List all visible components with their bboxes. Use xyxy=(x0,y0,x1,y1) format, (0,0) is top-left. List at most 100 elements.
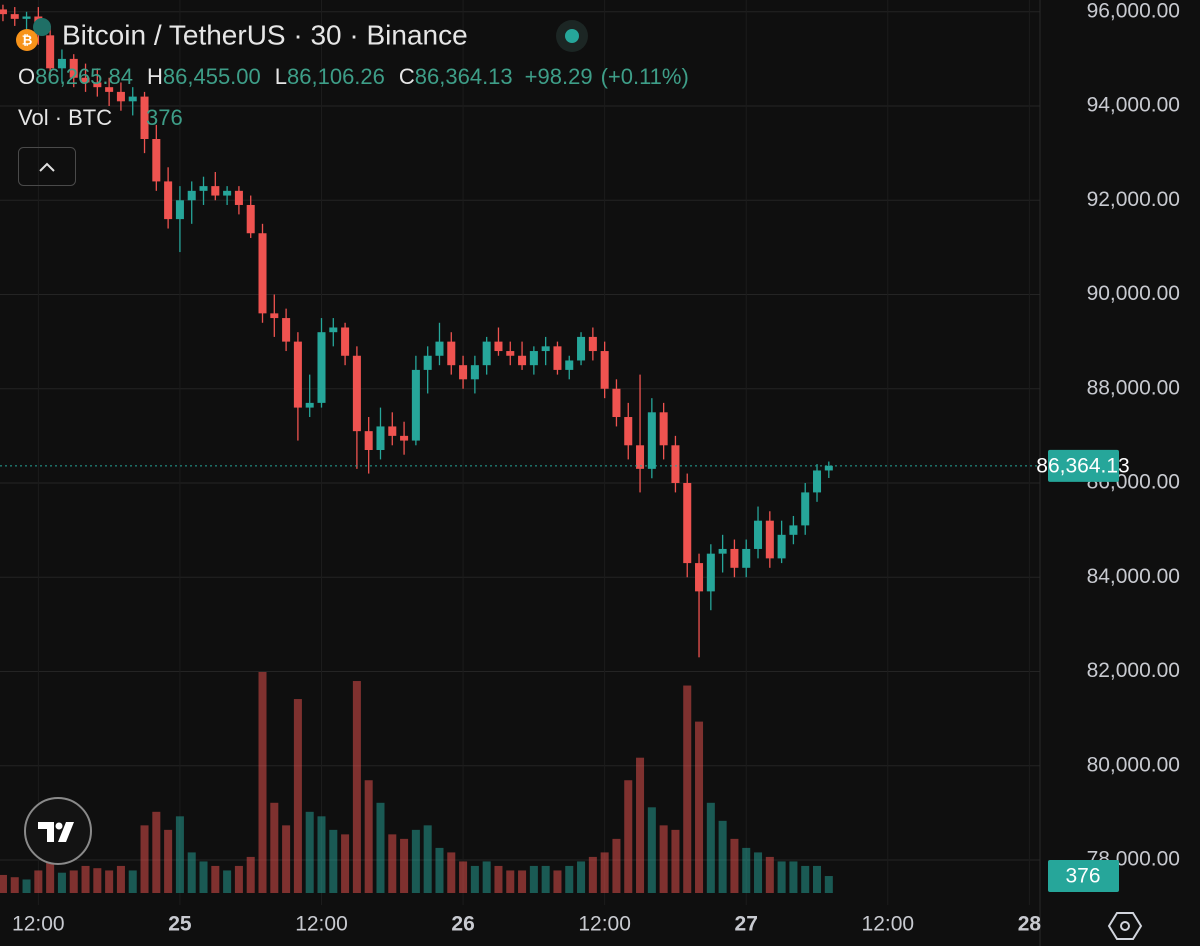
candle-body xyxy=(234,190,243,205)
candle-body xyxy=(140,96,149,140)
y-tick-label: 82,000.00 xyxy=(1087,659,1180,682)
candle-body xyxy=(388,426,397,436)
candle-body xyxy=(329,327,338,333)
candle-body xyxy=(187,190,196,201)
legend-key: L xyxy=(275,64,287,89)
candle-body xyxy=(730,548,739,568)
volume-bar xyxy=(270,802,279,893)
volume-bar xyxy=(376,802,385,893)
candle-body xyxy=(223,190,232,196)
volume-bar xyxy=(518,870,527,893)
logo-mark xyxy=(38,822,74,842)
volume-bar xyxy=(730,838,739,893)
volume-bar xyxy=(246,856,255,893)
volume-bar xyxy=(789,861,798,893)
x-tick-label: 26 xyxy=(451,913,474,936)
volume-bar xyxy=(612,838,621,893)
volume-bar xyxy=(494,865,503,893)
candle-body xyxy=(813,470,822,493)
candle-body xyxy=(164,181,173,220)
volume-bar xyxy=(329,829,338,893)
volume-bar xyxy=(164,829,173,893)
candle-body xyxy=(636,445,645,469)
volume-bar xyxy=(423,825,432,893)
legend-key: H xyxy=(147,64,163,89)
volume-bar xyxy=(553,870,562,893)
candle-body xyxy=(506,351,515,356)
candle-body xyxy=(789,525,798,535)
candle-body xyxy=(10,14,19,19)
volume-bar xyxy=(695,721,704,893)
legend-value: 86,106.26 xyxy=(287,64,385,89)
volume-bar xyxy=(211,865,220,893)
settings-hexagon xyxy=(1107,912,1143,940)
candle-body xyxy=(754,520,763,549)
candle-body xyxy=(647,412,656,469)
volume-bar xyxy=(81,865,90,893)
candle-body xyxy=(577,336,586,361)
volume-bar xyxy=(801,865,810,893)
x-tick-label: 12:00 xyxy=(578,913,631,936)
y-tick-label: 88,000.00 xyxy=(1087,376,1180,399)
candle-body xyxy=(152,139,161,182)
volume-bar xyxy=(69,870,78,893)
volume-bar xyxy=(435,847,444,893)
candle-body xyxy=(258,233,267,314)
settings-button[interactable] xyxy=(1107,912,1143,940)
candle-body xyxy=(671,445,680,483)
chevron-up xyxy=(39,162,55,172)
volume-bar xyxy=(199,861,208,893)
candle-body xyxy=(400,435,409,441)
volume-bar xyxy=(293,699,302,893)
legend-value: 86,364.13 xyxy=(415,64,513,89)
volume-bar xyxy=(305,811,314,893)
volume-bar xyxy=(411,829,420,893)
price-pane xyxy=(0,4,833,658)
grid xyxy=(0,0,1041,946)
volume-bar xyxy=(813,865,822,893)
candle-body xyxy=(624,417,633,446)
y-tick-label: 94,000.00 xyxy=(1087,94,1180,117)
candle-body xyxy=(494,341,503,352)
volume-bar xyxy=(34,870,43,893)
candle-body xyxy=(211,186,220,196)
collapse-button[interactable] xyxy=(18,147,76,186)
volume-bar xyxy=(588,856,597,893)
legend-key: C xyxy=(399,64,415,89)
candle-body xyxy=(93,82,102,88)
volume-bar xyxy=(659,825,668,893)
volume-bar xyxy=(57,872,66,893)
legend-value: 86,265.84 xyxy=(35,64,133,89)
candle-body xyxy=(683,482,692,564)
volume-bar xyxy=(187,852,196,893)
axes: 78,000.0080,000.0082,000.0084,000.0086,0… xyxy=(0,0,1180,936)
volume-bar xyxy=(671,829,680,893)
candle-body xyxy=(742,548,751,568)
legend-key: O xyxy=(18,64,35,89)
volume-bar xyxy=(765,856,774,893)
volume-bar xyxy=(683,685,692,893)
candle-body xyxy=(435,341,444,356)
candle-body xyxy=(175,200,184,220)
volume-bar xyxy=(175,816,184,893)
candle-body xyxy=(282,318,291,342)
symbol-title: Bitcoin / TetherUS · 30 · Binance xyxy=(62,19,468,50)
x-tick-label: 12:00 xyxy=(12,913,65,936)
volume-bar xyxy=(529,865,538,893)
btc-icon-glyph: ₿ xyxy=(22,32,33,47)
candle-body xyxy=(199,186,208,191)
ohlc-legend: O86,265.84 H86,455.00 L86,106.26 C86,364.13… xyxy=(18,64,689,89)
candle-body xyxy=(553,346,562,370)
volume-bar xyxy=(459,861,468,893)
tradingview-logo[interactable] xyxy=(24,797,92,865)
candle-body xyxy=(0,9,7,15)
candle-body xyxy=(128,96,137,102)
y-tick-label: 96,000.00 xyxy=(1087,0,1180,22)
candle-body xyxy=(659,412,668,446)
volume-bar xyxy=(824,876,833,893)
candle-body xyxy=(81,77,90,83)
candle-body xyxy=(482,341,491,366)
x-tick-label: 25 xyxy=(168,913,192,936)
